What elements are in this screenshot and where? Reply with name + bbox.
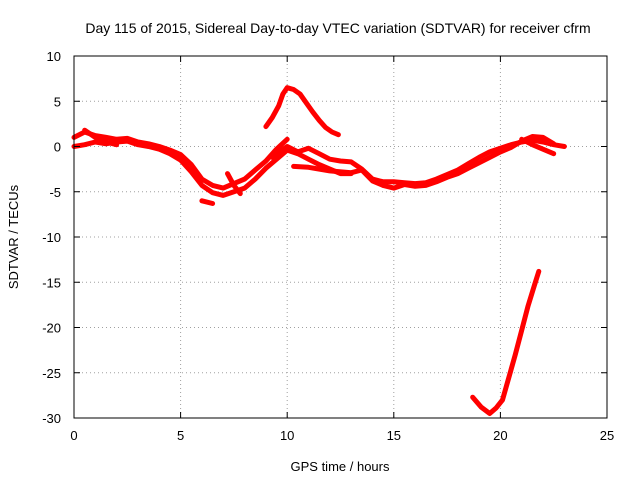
- series-line-trace-3: [82, 127, 120, 148]
- y-tick-label: 0: [54, 140, 61, 155]
- series-line-trace-1: [71, 129, 290, 191]
- y-tick-label: -25: [42, 366, 61, 381]
- y-tick-label: 5: [54, 94, 61, 109]
- series-line-trace-10: [470, 268, 542, 416]
- y-tick-label: 10: [47, 49, 61, 64]
- y-tick-label: -5: [49, 185, 61, 200]
- series-line-trace-8: [291, 134, 557, 191]
- x-axis-label: GPS time / hours: [291, 459, 390, 474]
- series-line-trace-2: [71, 138, 354, 198]
- y-tick-label: -20: [42, 321, 61, 336]
- y-axis-label: SDTVAR / TECUs: [6, 184, 21, 289]
- x-tick-label: 25: [600, 428, 614, 443]
- axis-ticks: 0 5 10 15 20 25 -30 -25 -20 -15 -10 -5 0 5 10: [42, 49, 614, 443]
- x-tick-label: 20: [493, 428, 507, 443]
- chart-title: Day 115 of 2015, Sidereal Day-to-day VTE…: [85, 20, 590, 36]
- x-tick-label: 10: [280, 428, 294, 443]
- series-line-trace-6: [263, 85, 341, 138]
- series-line-trace-4: [199, 198, 216, 206]
- x-tick-label: 5: [177, 428, 184, 443]
- plot-frame: [73, 55, 608, 419]
- y-tick-label: -10: [42, 230, 61, 245]
- grid: [74, 56, 607, 418]
- series-line-trace-5: [225, 171, 243, 197]
- y-tick-label: -30: [42, 411, 61, 426]
- x-tick-label: 0: [70, 428, 77, 443]
- y-tick-label: -15: [42, 275, 61, 290]
- series-line-trace-9: [519, 136, 557, 157]
- series-group: [71, 85, 567, 416]
- x-tick-label: 15: [387, 428, 401, 443]
